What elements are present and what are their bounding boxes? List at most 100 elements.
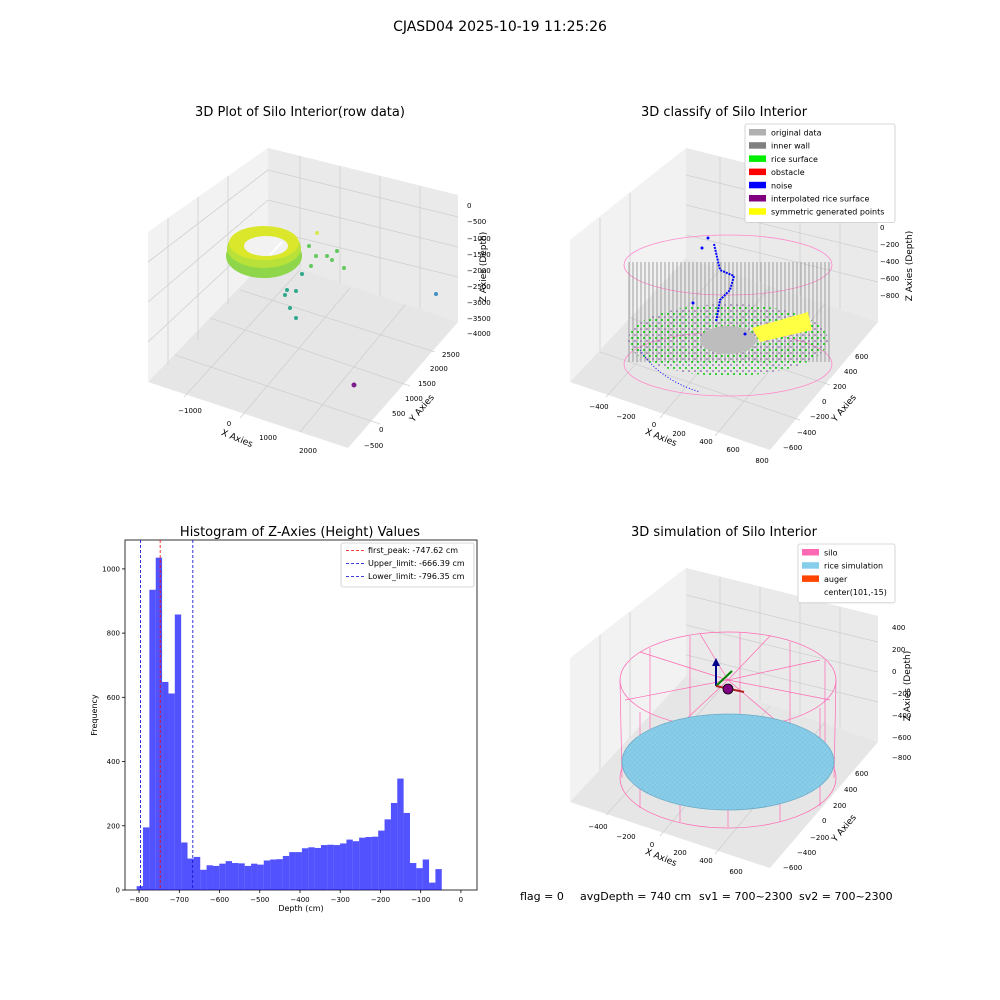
raw-y-tick-label: 2500 — [442, 351, 460, 359]
histogram-bar — [422, 859, 430, 890]
histogram-bar — [435, 869, 442, 890]
histogram-bar — [238, 863, 245, 890]
histogram-bar — [397, 778, 404, 890]
x-tick-label: −800 — [129, 896, 148, 904]
histogram-bar — [149, 589, 156, 890]
simulation-x-tick-label: 200 — [673, 849, 686, 857]
classify-x-tick-label: −200 — [616, 413, 635, 421]
classify-legend-label: noise — [771, 181, 792, 190]
x-tick-label: −500 — [250, 896, 269, 904]
histogram-legend-label: Lower_limit: -796.35 cm — [368, 572, 465, 581]
classify-legend: original data inner wall rice surface obsta… — [744, 123, 896, 223]
classify-legend-swatch — [749, 208, 766, 215]
classify-z-tick-label: 0 — [880, 224, 884, 232]
histogram-bar — [378, 830, 385, 890]
histogram-x-axis-label: Depth (cm) — [278, 904, 323, 913]
histogram-bar — [429, 882, 436, 890]
histogram-bar — [200, 869, 207, 890]
histogram-bar — [219, 863, 226, 890]
histogram-bars — [136, 557, 442, 890]
histogram-panel: Histogram of Z-Axies (Height) Values −80… — [90, 525, 478, 913]
histogram-bar — [327, 844, 334, 890]
simulation-x-tick-label: −400 — [588, 823, 607, 831]
simulation-z-tick-label: −600 — [892, 734, 911, 742]
simulation-legend: silo rice simulation auger center(101,-15) — [797, 543, 896, 604]
raw-y-tick-label: 500 — [392, 410, 405, 418]
histogram-bar — [340, 843, 347, 890]
simulation-legend-label: rice simulation — [824, 562, 883, 571]
simulation-y-axis-label: Y Axies — [830, 813, 859, 845]
raw-x-tick-label: −1000 — [178, 407, 202, 415]
raw-y-tick-label: 1000 — [405, 395, 423, 403]
raw-x-axis-label: X Axies — [219, 428, 254, 450]
histogram-bar — [359, 837, 366, 890]
histogram-bar — [155, 557, 163, 890]
classify-x-tick-label: 600 — [726, 446, 739, 454]
classify-legend-swatch — [749, 155, 766, 162]
classify-y-tick-label: −400 — [797, 429, 816, 437]
histogram-bar — [289, 852, 296, 890]
histogram-bar — [352, 841, 360, 890]
classify-x-tick-label: 800 — [755, 457, 768, 465]
simulation-x-tick-label: 0 — [650, 841, 654, 849]
raw-z-tick-label: −3000 — [467, 299, 491, 307]
simulation-y-tick-label: −200 — [810, 834, 829, 842]
classify-y-tick-label: 200 — [833, 383, 846, 391]
raw-y-tick-label: 2000 — [430, 365, 448, 373]
x-tick-label: −400 — [290, 896, 309, 904]
classify-legend-label: symmetric generated points — [771, 208, 884, 217]
raw-z-axis-label: Z Axies (Depth) — [479, 232, 489, 303]
simulation-panel-title: 3D simulation of Silo Interior — [631, 525, 818, 540]
sv2-readout: sv2 = 700~2300 — [799, 890, 893, 903]
raw-z-tick-label: −2500 — [467, 283, 491, 291]
simulation-axes-box — [570, 568, 879, 868]
raw-data-3d-panel: 3D Plot of Silo Interior(row data) — [147, 105, 491, 455]
x-tick-label: −600 — [210, 896, 229, 904]
y-tick-label: 0 — [116, 887, 120, 895]
simulation-y-tick-label: 400 — [844, 786, 857, 794]
histogram-bar — [232, 863, 239, 890]
y-tick-label: 400 — [107, 758, 120, 766]
histogram-bar — [301, 848, 309, 890]
histogram-bar — [314, 847, 321, 890]
histogram-legend-label: first_peak: -747.62 cm — [368, 546, 458, 555]
histogram-bar — [365, 837, 372, 890]
x-tick-label: −100 — [411, 896, 430, 904]
simulation-z-tick-label: 0 — [892, 668, 896, 676]
histogram-bar — [384, 819, 391, 890]
x-tick-label: −300 — [331, 896, 350, 904]
simulation-z-tick-label: −200 — [892, 690, 911, 698]
classify-x-tick-label: −400 — [589, 403, 608, 411]
simulation-y-tick-label: 200 — [833, 802, 846, 810]
classify-legend-label: inner wall — [771, 142, 810, 151]
histogram-bar — [244, 865, 252, 890]
x-tick-label: −700 — [170, 896, 189, 904]
classify-y-tick-label: −600 — [783, 444, 802, 452]
histogram-bar — [193, 856, 201, 890]
classify-legend-label: original data — [771, 129, 822, 138]
simulation-legend-box — [797, 543, 896, 604]
simulation-z-tick-label: 200 — [892, 646, 905, 654]
simulation-z-tick-label: 400 — [892, 624, 905, 632]
simulation-z-axis-label: Z Axies (Depth) — [903, 651, 913, 722]
simulation-axis-ticks: −400 −200 0 200 400 600 −600 −400 −200 0 200 400 600… — [588, 624, 911, 876]
histogram-bar — [270, 859, 277, 890]
simulation-legend-label: auger — [824, 575, 848, 584]
y-tick-label: 200 — [107, 822, 120, 830]
histogram-bar — [276, 859, 283, 890]
histogram-legend-label: Upper_limit: -666.39 cm — [368, 559, 465, 568]
histogram-bar — [174, 614, 182, 890]
histogram-bar — [390, 802, 398, 890]
classify-legend-label: interpolated rice surface — [771, 195, 869, 204]
classify-legend-swatch — [749, 195, 766, 202]
raw-z-tick-label: −1500 — [467, 251, 491, 259]
simulation-legend-label: center(101,-15) — [824, 588, 887, 597]
classify-panel-title: 3D classify of Silo Interior — [641, 105, 808, 120]
histogram-legend: first_peak: -747.62 cm Upper_limit: -666.… — [340, 542, 475, 588]
histogram-bar — [409, 863, 417, 890]
classify-x-tick-label: 200 — [672, 430, 685, 438]
simulation-y-tick-label: 0 — [822, 817, 826, 825]
avg-depth-readout: avgDepth = 740 cm — [580, 890, 691, 903]
classify-legend-box — [744, 123, 896, 223]
y-tick-label: 600 — [107, 694, 120, 702]
